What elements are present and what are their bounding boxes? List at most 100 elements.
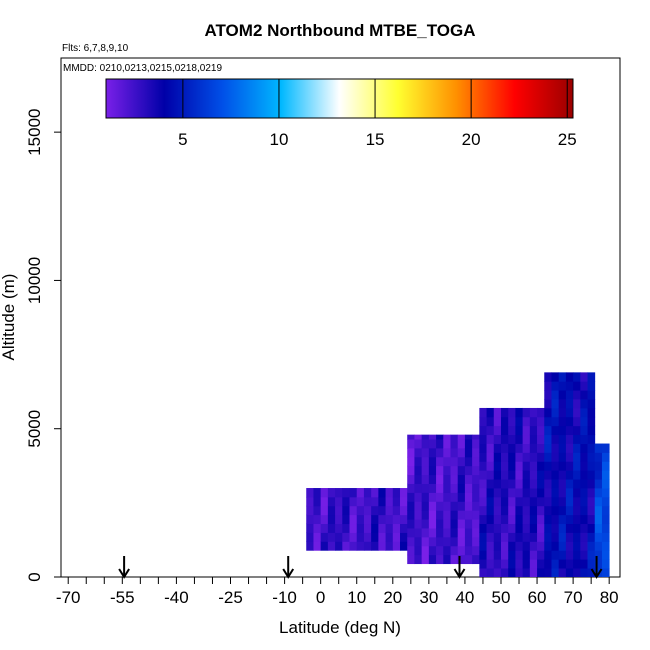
heatmap-cell xyxy=(544,372,552,382)
heatmap-cell xyxy=(522,461,531,471)
heatmap-cell xyxy=(363,496,372,507)
heatmap-cell xyxy=(537,550,545,560)
heatmap-cell xyxy=(414,510,423,520)
heatmap-cell xyxy=(515,532,524,542)
heatmap-cell xyxy=(580,425,588,436)
heatmap-cell xyxy=(580,479,588,489)
heatmap-cell xyxy=(378,514,386,525)
heatmap-cell xyxy=(508,479,516,489)
heatmap-cell xyxy=(580,381,588,391)
heatmap-cell xyxy=(486,523,495,533)
heatmap-cell xyxy=(486,488,495,498)
heatmap-cell xyxy=(537,541,545,551)
y-tick-label: 5000 xyxy=(25,410,44,448)
heatmap-cell xyxy=(378,505,386,516)
heatmap-cell xyxy=(508,532,516,542)
heatmap-cell xyxy=(515,425,524,436)
heatmap-cell xyxy=(421,447,430,458)
heatmap-cell xyxy=(320,514,329,525)
heatmap-cell xyxy=(601,514,610,525)
heatmap-cell xyxy=(515,568,524,577)
heatmap-cell xyxy=(378,532,386,542)
arrow-icon xyxy=(453,556,466,579)
heatmap-cell xyxy=(558,532,567,542)
heatmap-cell xyxy=(551,461,560,471)
heatmap-cell xyxy=(414,554,423,565)
heatmap-cell xyxy=(587,496,596,507)
heatmap-cell xyxy=(464,465,473,476)
heatmap-cell xyxy=(450,536,459,547)
heatmap-cell xyxy=(601,488,610,498)
heatmap-cell xyxy=(428,465,437,476)
heatmap-cell xyxy=(407,465,415,476)
heatmap-cell xyxy=(580,505,588,516)
heatmap-cell xyxy=(601,505,610,516)
heatmap-cell xyxy=(558,488,567,498)
heatmap-cell xyxy=(594,514,603,525)
heatmap-cell xyxy=(486,568,495,577)
heatmap-cell xyxy=(573,523,581,533)
heatmap-cell xyxy=(493,461,502,471)
heatmap-cell xyxy=(573,541,581,551)
colorbar-tick-label: 25 xyxy=(558,130,577,149)
heatmap-cell xyxy=(385,523,394,533)
heatmap-cell xyxy=(580,496,588,507)
heatmap-cell xyxy=(450,465,459,476)
heatmap-cell xyxy=(450,456,459,467)
heatmap-cell xyxy=(529,532,538,542)
heatmap-cell xyxy=(537,523,545,533)
heatmap-cell xyxy=(529,461,538,471)
heatmap-cell xyxy=(320,496,329,507)
heatmap-cell xyxy=(479,541,487,551)
heatmap-cell xyxy=(313,488,322,498)
heatmap-cell xyxy=(515,559,524,569)
heatmap-cell xyxy=(428,510,437,520)
heatmap-cell xyxy=(356,514,365,525)
heatmap-cell xyxy=(558,443,567,453)
heatmap-cell xyxy=(601,523,610,533)
heatmap-cell xyxy=(537,496,545,507)
heatmap-cell xyxy=(421,519,430,529)
heatmap-cell xyxy=(522,523,531,533)
heatmap-cell xyxy=(472,447,480,458)
heatmap-cell xyxy=(421,434,430,440)
heatmap-cell xyxy=(594,550,603,560)
heatmap-cell xyxy=(421,545,430,556)
heatmap-cell xyxy=(457,483,466,493)
heatmap-cell xyxy=(464,519,473,529)
heatmap-cell xyxy=(407,554,415,565)
heatmap-cell xyxy=(500,541,509,551)
heatmap-cell xyxy=(573,461,581,471)
heatmap-cell xyxy=(443,465,451,476)
heatmap-cell xyxy=(601,496,610,507)
heatmap-cell xyxy=(349,488,358,498)
heatmap-cell xyxy=(551,443,560,453)
heatmap-cell xyxy=(428,554,437,565)
heatmap-cell xyxy=(529,496,538,507)
heatmap-cell xyxy=(565,505,574,516)
heatmap-cell xyxy=(421,483,430,493)
heatmap-cell xyxy=(479,452,487,462)
heatmap-cell xyxy=(486,470,495,480)
heatmap-cell xyxy=(544,390,552,400)
heatmap-cell xyxy=(573,407,581,418)
heatmap-cell xyxy=(486,452,495,462)
heatmap-cell xyxy=(486,434,495,444)
heatmap-cell xyxy=(544,488,552,498)
heatmap-cell xyxy=(522,425,531,436)
heatmap-cell xyxy=(558,496,567,507)
heatmap-cell xyxy=(472,474,480,484)
heatmap-cell xyxy=(558,541,567,551)
heatmap-cell xyxy=(551,532,560,542)
heatmap-cell xyxy=(464,434,473,440)
heatmap-cell xyxy=(544,479,552,489)
heatmap-cell xyxy=(421,474,430,484)
heatmap-cell xyxy=(500,443,509,453)
heatmap-cell xyxy=(522,505,531,516)
heatmap-cell xyxy=(313,514,322,525)
heatmap-cell xyxy=(493,532,502,542)
heatmap-cell xyxy=(464,528,473,538)
heatmap-cell xyxy=(414,545,423,556)
heatmap-cell xyxy=(522,443,531,453)
heatmap-cell xyxy=(443,536,451,547)
